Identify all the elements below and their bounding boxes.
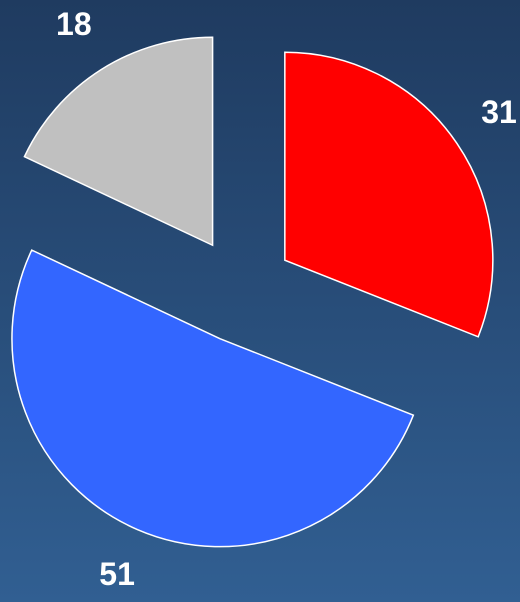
data-label: 31 (481, 94, 517, 130)
pie-slice (11, 249, 415, 548)
pie-slice (23, 36, 214, 247)
data-label: 51 (99, 556, 135, 592)
data-label: 18 (56, 6, 92, 42)
pie-slice (284, 51, 494, 338)
